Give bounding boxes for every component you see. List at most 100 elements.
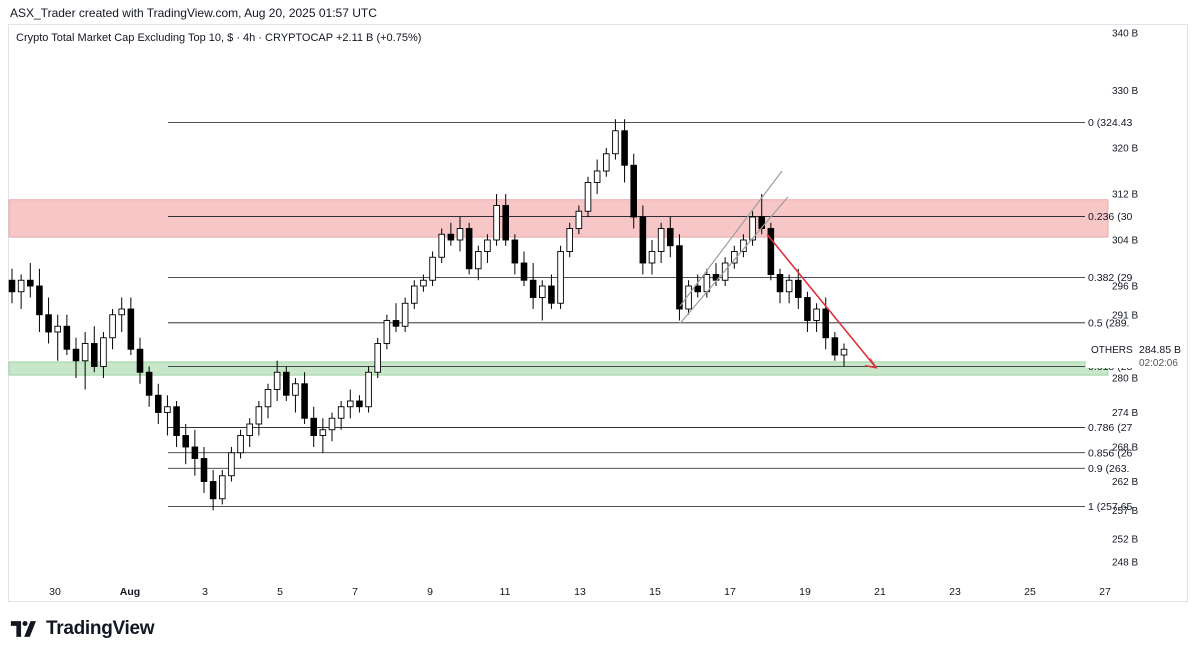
candle-down[interactable] <box>465 228 473 270</box>
candle-down[interactable] <box>145 371 153 396</box>
candle-up[interactable] <box>164 406 171 413</box>
chart-pane[interactable] <box>8 24 1188 602</box>
candle-up[interactable] <box>657 228 665 252</box>
candle-down[interactable] <box>667 228 674 247</box>
candle-up[interactable] <box>337 406 345 419</box>
candle-up[interactable] <box>484 239 491 252</box>
price-axis-label: 291 B <box>1112 310 1138 321</box>
candle-down[interactable] <box>511 239 519 264</box>
candle-up[interactable] <box>785 279 793 293</box>
candle-down[interactable] <box>173 406 180 436</box>
candle-up[interactable] <box>100 337 107 367</box>
candle-up[interactable] <box>255 406 263 425</box>
candle-up[interactable] <box>374 343 381 373</box>
candle-down[interactable] <box>502 205 509 241</box>
candle-up[interactable] <box>438 233 445 258</box>
candle-down[interactable] <box>529 279 537 298</box>
candle-down[interactable] <box>630 164 637 218</box>
candle-down[interactable] <box>155 394 162 413</box>
candle-up[interactable] <box>685 285 692 310</box>
candle-down[interactable] <box>767 228 775 275</box>
candle-down[interactable] <box>831 337 839 356</box>
candle-up[interactable] <box>17 279 25 293</box>
candle-up[interactable] <box>721 262 729 281</box>
candle-down[interactable] <box>795 279 802 298</box>
candle-up[interactable] <box>246 423 253 436</box>
candle-up[interactable] <box>584 182 592 212</box>
candle-up[interactable] <box>219 475 226 500</box>
candle-down[interactable] <box>804 297 811 321</box>
candle-down[interactable] <box>36 285 43 316</box>
candle-down[interactable] <box>392 320 400 327</box>
fib-level-label: 0.236 (30 <box>1088 211 1133 223</box>
candle-down[interactable] <box>447 233 455 241</box>
candle-up[interactable] <box>365 371 372 408</box>
candle-up[interactable] <box>612 130 619 155</box>
candle-up[interactable] <box>228 452 235 477</box>
time-axis-label: 7 <box>352 586 358 598</box>
candle-down[interactable] <box>72 348 80 362</box>
candle-up[interactable] <box>109 314 116 339</box>
candle-up[interactable] <box>603 153 610 172</box>
candle-up[interactable] <box>493 205 500 241</box>
channel-upper-line[interactable] <box>679 170 783 307</box>
candle-up[interactable] <box>292 383 299 396</box>
candle-up[interactable] <box>420 279 427 287</box>
candle-up[interactable] <box>328 417 336 431</box>
candle-down[interactable] <box>356 400 363 408</box>
candle-down[interactable] <box>776 274 784 293</box>
candle-up[interactable] <box>273 371 281 390</box>
candle-down[interactable] <box>63 325 71 350</box>
candle-up[interactable] <box>840 348 848 356</box>
candle-up[interactable] <box>593 170 601 183</box>
symbol-legend[interactable]: Crypto Total Market Cap Excluding Top 10… <box>16 32 421 44</box>
candle-down[interactable] <box>45 314 52 333</box>
candle-up[interactable] <box>319 429 327 436</box>
candle-down[interactable] <box>822 308 829 339</box>
candle-up[interactable] <box>264 389 272 408</box>
candle-up[interactable] <box>118 308 125 316</box>
candle-up[interactable] <box>749 216 756 241</box>
candle-down[interactable] <box>182 435 189 448</box>
candle-down[interactable] <box>200 458 208 482</box>
candle-down[interactable] <box>310 417 317 436</box>
candle-up[interactable] <box>575 210 583 229</box>
symbol-description[interactable]: Crypto Total Market Cap Excluding Top 10… <box>16 32 333 44</box>
candle-down[interactable] <box>8 279 16 293</box>
candle-down[interactable] <box>136 348 144 373</box>
candle-up[interactable] <box>813 308 820 321</box>
candle-down[interactable] <box>301 383 308 419</box>
candle-up[interactable] <box>383 320 391 344</box>
candle-up[interactable] <box>411 285 418 304</box>
candle-down[interactable] <box>27 279 34 287</box>
candle-up[interactable] <box>648 251 656 264</box>
candle-up[interactable] <box>429 256 436 281</box>
candle-up[interactable] <box>54 325 61 333</box>
candle-down[interactable] <box>520 262 528 281</box>
candle-down[interactable] <box>548 285 555 304</box>
candle-down[interactable] <box>191 446 199 459</box>
candle-down[interactable] <box>639 216 647 264</box>
candle-up[interactable] <box>557 251 564 304</box>
projection-arrow[interactable] <box>766 233 877 369</box>
candle-up[interactable] <box>81 343 89 362</box>
candle-down[interactable] <box>127 308 135 350</box>
candle-down[interactable] <box>676 245 683 310</box>
candle-up[interactable] <box>475 251 482 270</box>
tradingview-footer[interactable]: TradingView <box>10 618 155 640</box>
candle-up[interactable] <box>401 302 409 327</box>
candle-down[interactable] <box>283 371 290 396</box>
candle-up[interactable] <box>456 228 464 241</box>
candle-down[interactable] <box>621 130 628 166</box>
channel-lower-line[interactable] <box>679 196 789 324</box>
candle-down[interactable] <box>694 285 701 293</box>
candle-up[interactable] <box>347 400 354 408</box>
candle-up[interactable] <box>539 285 546 298</box>
candle-up[interactable] <box>237 435 244 454</box>
candle-down[interactable] <box>91 343 98 367</box>
candle-up[interactable] <box>566 228 573 252</box>
candle-down[interactable] <box>209 481 217 500</box>
resistance-zone[interactable] <box>8 199 1109 238</box>
support-zone[interactable] <box>8 361 1109 376</box>
